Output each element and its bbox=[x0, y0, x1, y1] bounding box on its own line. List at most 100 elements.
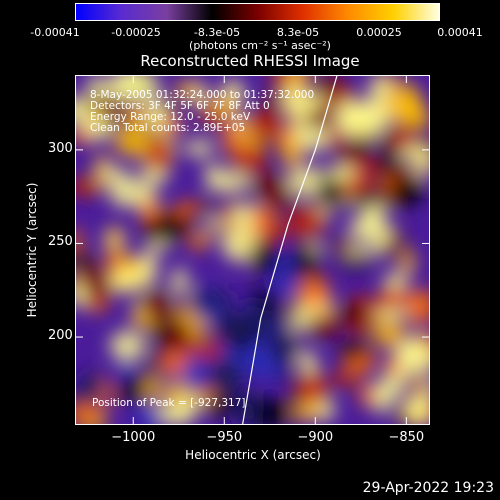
emission-blob bbox=[75, 128, 92, 145]
emission-blob bbox=[339, 340, 366, 361]
emission-blob bbox=[270, 404, 294, 422]
x-tick-label: −950 bbox=[206, 430, 243, 445]
emission-blob bbox=[383, 272, 408, 290]
colorbar-tick-label: 0.00041 bbox=[437, 26, 483, 39]
emission-blob bbox=[342, 304, 368, 323]
x-tick-label: −900 bbox=[297, 430, 334, 445]
info-peak-position: Position of Peak = [-927,317] bbox=[92, 397, 246, 409]
emission-blob bbox=[199, 229, 215, 243]
emission-blob bbox=[206, 359, 245, 379]
emission-blob bbox=[298, 276, 331, 308]
emission-blob bbox=[249, 240, 280, 274]
emission-blob bbox=[75, 402, 102, 425]
emission-blob bbox=[292, 106, 306, 142]
emission-blob bbox=[222, 118, 239, 155]
info-energy-range: Energy Range: 12.0 - 25.0 keV bbox=[90, 111, 251, 123]
colorbar-units: (photons cm⁻² s⁻¹ asec⁻²) bbox=[189, 39, 331, 52]
emission-blob bbox=[408, 377, 428, 392]
emission-blob bbox=[109, 171, 138, 208]
emission-blob bbox=[277, 250, 292, 288]
emission-blob bbox=[339, 144, 354, 164]
emission-blob bbox=[282, 132, 303, 171]
emission-blob bbox=[87, 75, 104, 102]
emission-blob bbox=[173, 201, 198, 216]
emission-blob bbox=[75, 250, 88, 265]
emission-blob bbox=[368, 75, 393, 99]
emission-blob bbox=[109, 330, 146, 361]
emission-blob bbox=[251, 205, 276, 234]
emission-blob bbox=[194, 339, 222, 361]
emission-blob bbox=[250, 172, 286, 199]
emission-blob bbox=[291, 311, 310, 334]
emission-blob bbox=[359, 381, 375, 409]
emission-blob bbox=[139, 289, 173, 321]
emission-blob bbox=[108, 272, 142, 293]
emission-blob bbox=[107, 224, 121, 253]
emission-blob bbox=[299, 369, 327, 409]
emission-blob bbox=[286, 205, 326, 240]
colorbar-gradient bbox=[75, 3, 440, 21]
x-tick-label: −1000 bbox=[111, 430, 156, 445]
emission-blob bbox=[294, 401, 317, 423]
emission-blob bbox=[262, 92, 281, 117]
emission-blob bbox=[164, 317, 192, 355]
emission-blob bbox=[278, 366, 292, 386]
emission-blob bbox=[316, 172, 348, 208]
emission-blob bbox=[161, 382, 193, 404]
x-tick-label: −850 bbox=[388, 430, 425, 445]
y-axis-label: Heliocentric Y (arcsec) bbox=[25, 182, 39, 318]
y-tick-label: 250 bbox=[48, 234, 73, 250]
emission-blob bbox=[158, 402, 196, 425]
emission-blob bbox=[372, 307, 410, 321]
emission-blob bbox=[212, 94, 237, 118]
axis-ticks bbox=[75, 75, 430, 425]
emission-blob bbox=[126, 105, 150, 127]
solar-limb-curve bbox=[241, 75, 338, 425]
emission-blob bbox=[95, 95, 131, 119]
emission-blob bbox=[75, 227, 83, 255]
emission-blob bbox=[171, 267, 189, 297]
emission-blob bbox=[75, 177, 102, 197]
emission-blob bbox=[421, 334, 430, 351]
y-tick-label: 200 bbox=[48, 328, 73, 344]
emission-blob bbox=[337, 255, 374, 269]
emission-blob bbox=[77, 388, 98, 403]
emission-blob bbox=[182, 353, 211, 386]
emission-blob bbox=[341, 105, 354, 135]
emission-blob bbox=[205, 395, 239, 416]
emission-blob bbox=[373, 379, 393, 415]
emission-blob bbox=[205, 162, 223, 191]
emission-blob bbox=[142, 244, 157, 277]
plot-frame bbox=[75, 75, 430, 425]
info-detectors: Detectors: 3F 4F 5F 6F 7F 8F Att 0 bbox=[90, 100, 270, 112]
heatmap-plot bbox=[75, 75, 430, 425]
colorbar-tick-label: 0.00025 bbox=[356, 26, 402, 39]
emission-blob bbox=[388, 125, 415, 151]
emission-blob bbox=[330, 239, 356, 253]
emission-blob bbox=[315, 75, 341, 94]
emission-blob bbox=[145, 371, 159, 406]
emission-blob bbox=[243, 111, 281, 139]
emission-blob bbox=[352, 189, 380, 209]
emission-blob bbox=[185, 139, 214, 158]
emission-blob bbox=[274, 339, 295, 355]
emission-blob bbox=[239, 309, 274, 339]
emission-blob bbox=[331, 371, 357, 388]
emission-blob bbox=[362, 206, 380, 220]
emission-blob bbox=[363, 224, 395, 244]
generation-date: 29-Apr-2022 19:23 bbox=[362, 480, 494, 496]
emission-blob bbox=[400, 249, 415, 276]
emission-blob bbox=[242, 351, 277, 377]
chart-title: Reconstructed RHESSI Image bbox=[140, 52, 360, 70]
emission-blob bbox=[290, 244, 319, 281]
emission-blob bbox=[214, 308, 247, 346]
emission-blob bbox=[134, 402, 165, 425]
colorbar-tick-label: 8.3e-05 bbox=[276, 26, 320, 39]
emission-blob bbox=[230, 143, 267, 175]
x-axis-label: Heliocentric X (arcsec) bbox=[185, 448, 321, 462]
colorbar-tick-label: -0.00025 bbox=[111, 26, 161, 39]
emission-blob bbox=[384, 358, 402, 376]
emission-blob bbox=[100, 164, 119, 179]
emission-blob bbox=[198, 289, 232, 308]
emission-blob bbox=[410, 290, 430, 306]
